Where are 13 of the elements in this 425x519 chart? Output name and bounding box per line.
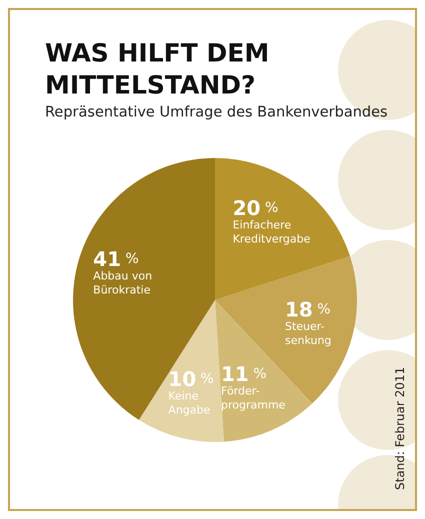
chart-subtitle: Repräsentative Umfrage des Bankenverbandes [45, 104, 388, 120]
chart-title: WAS HILFT DEM MITTELSTAND? [45, 38, 270, 100]
data-label: 41 % [93, 246, 139, 271]
text: Stand: Februar 2011 [393, 366, 407, 490]
slice-label: Förder- programme [220, 384, 286, 412]
data-label: 10 % [168, 366, 214, 391]
data-label: 18 % [284, 298, 331, 322]
data-label: 20 % [232, 196, 278, 220]
data-label: 11 % [220, 362, 267, 386]
slice-label: Einfachere Kreditvergabe [232, 218, 311, 246]
slice-label: Abbau von Bürokratie [93, 269, 152, 296]
slice-label: Steuer- senkung [284, 320, 332, 348]
slice-label: Keine Angabe [168, 389, 210, 416]
